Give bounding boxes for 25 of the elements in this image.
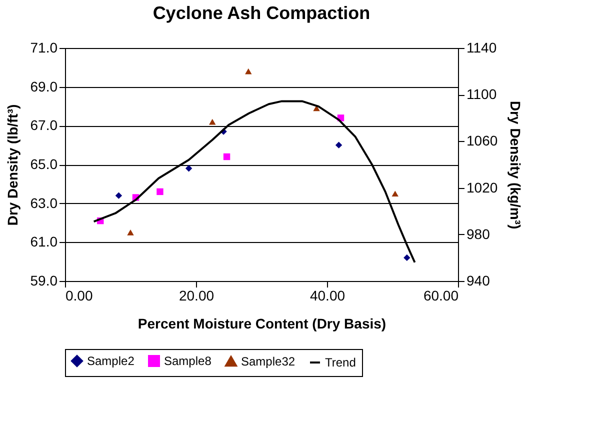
x-tick-label: 40.00	[310, 288, 346, 304]
chart-title: Cyclone Ash Compaction	[152, 3, 370, 23]
y-tick-label: 63.0	[30, 194, 58, 211]
y2-tick-label: 940	[466, 272, 490, 288]
y-tick-label: 65.0	[30, 156, 58, 172]
y-tick-label: 61.0	[30, 234, 58, 250]
y-tick-label: 69.0	[30, 78, 58, 94]
y-tick-label: 67.0	[30, 117, 58, 134]
legend-label: Sample2	[87, 354, 135, 368]
x-tick-label: 0.00	[66, 288, 93, 304]
legend-label: Trend	[325, 356, 356, 370]
x-tick-label: 20.00	[178, 288, 214, 304]
y2-tick-label: 1020	[466, 179, 498, 196]
y-axis-title: Dry Density (lb/ft³)	[4, 104, 20, 226]
legend-label: Sample8	[164, 354, 212, 368]
y2-tick-label: 1060	[466, 132, 498, 149]
legend-label: Sample32	[241, 354, 296, 368]
y-tick-label: 59.0	[30, 272, 58, 288]
y-tick-label: 71.0	[30, 40, 58, 56]
y2-tick-label: 1100	[466, 86, 497, 102]
x-axis-title: Percent Moisture Content (Dry Basis)	[138, 316, 386, 332]
y2-tick-label: 1140	[466, 40, 497, 56]
y2-tick-label: 980	[466, 226, 490, 242]
y2-axis-title: Dry Density (kg/m³)	[508, 100, 524, 230]
x-tick-label: 60.00	[423, 288, 459, 304]
